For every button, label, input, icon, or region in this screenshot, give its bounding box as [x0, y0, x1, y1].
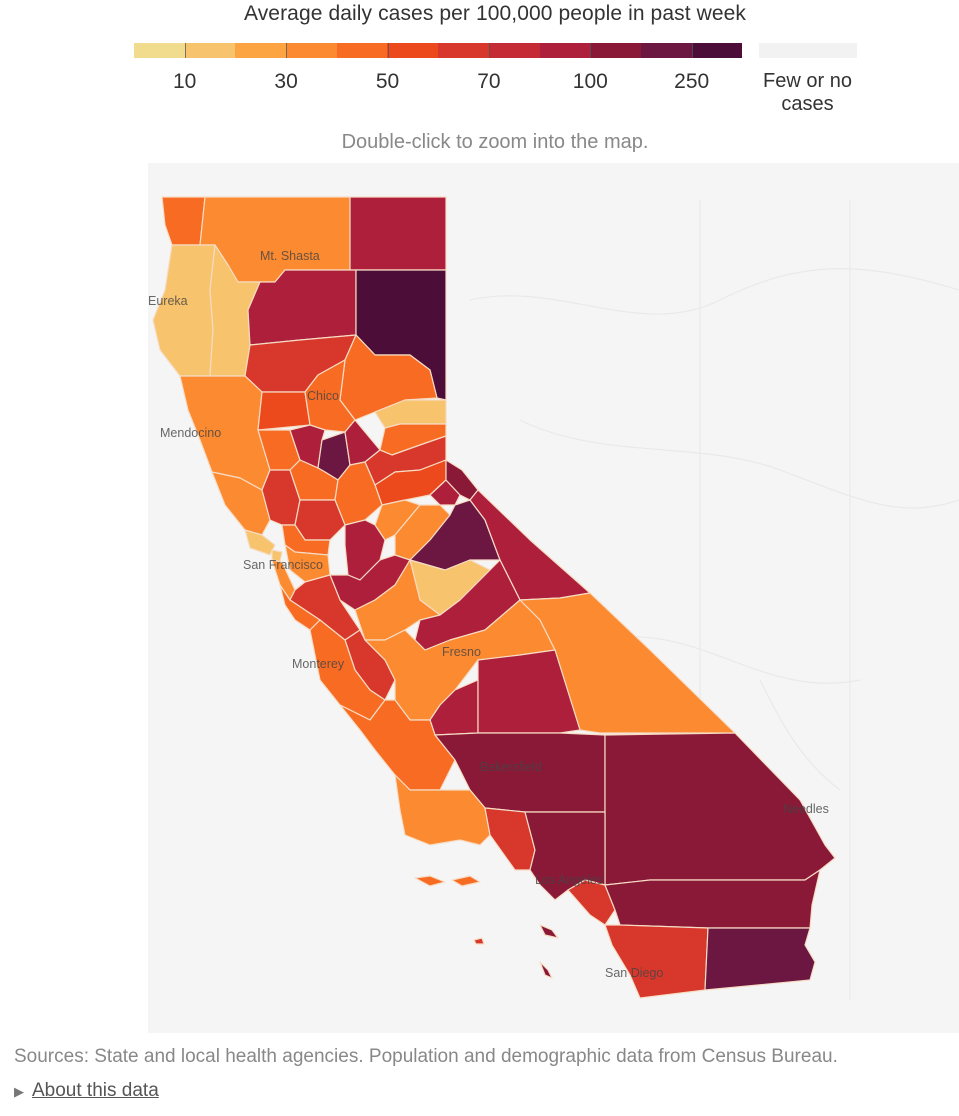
- about-this-data-link[interactable]: About this data: [32, 1080, 159, 1101]
- legend-tick-label: 30: [274, 70, 298, 93]
- legend-tick: [387, 43, 389, 58]
- city-label-san-francisco: San Francisco: [243, 558, 323, 572]
- island-channel-2: [451, 875, 481, 887]
- legend-tick-label: 10: [173, 70, 197, 93]
- county-riverside: [604, 869, 821, 929]
- county-tulare: [477, 649, 581, 734]
- zoom-hint: Double-click to zoom into the map.: [341, 131, 649, 153]
- island-channel-1: [414, 875, 446, 887]
- city-label-fresno: Fresno: [442, 645, 481, 659]
- legend-tick: [286, 43, 288, 58]
- legend-swatch: [184, 43, 236, 58]
- legend-title: Average daily cases per 100,000 people i…: [243, 2, 747, 25]
- no-cases-swatch: [759, 43, 857, 58]
- legend-color-scale: [134, 43, 743, 58]
- legend-ticks: 10 30 50 70 100 250: [134, 43, 742, 113]
- county-inyo: [519, 592, 736, 734]
- legend-tick: [691, 43, 693, 58]
- city-label-san-diego: San Diego: [605, 966, 663, 980]
- city-labels: Mt. Shasta Eureka Chico Mendocino San Fr…: [148, 249, 829, 980]
- legend-swatch: [134, 43, 185, 58]
- city-label-chico: Chico: [307, 389, 339, 403]
- legend-swatch: [387, 43, 439, 58]
- legend-swatch: [336, 43, 388, 58]
- legend-swatch: [286, 43, 337, 58]
- city-label-mt-shasta: Mt. Shasta: [260, 249, 320, 263]
- legend-swatch: [488, 43, 540, 58]
- about-this-data-toggle[interactable]: ▶ About this data: [14, 1080, 159, 1102]
- island-small: [473, 937, 485, 945]
- county-imperial: [704, 927, 816, 991]
- legend-swatch: [438, 43, 489, 58]
- county-modoc: [349, 196, 447, 271]
- no-cases-label: Few or no cases: [763, 70, 852, 115]
- legend-tick: [184, 43, 186, 58]
- city-label-los-angeles: Los Angeles: [535, 873, 603, 887]
- county-alpine: [429, 479, 461, 506]
- legend-tick-label: 50: [375, 70, 400, 93]
- county-shapes: [152, 196, 836, 999]
- legend-swatch: [539, 43, 591, 58]
- disclosure-triangle-icon: ▶: [14, 1084, 24, 1099]
- city-label-bakersfield: Bakersfield: [480, 760, 542, 774]
- county-sonoma: [211, 471, 271, 536]
- island-san-clemente: [539, 961, 553, 979]
- county-los-angeles: [524, 811, 606, 901]
- california-map[interactable]: Mt. Shasta Eureka Chico Mendocino San Fr…: [0, 163, 959, 1033]
- city-label-mendocino: Mendocino: [160, 426, 221, 440]
- county-san-diego: [604, 924, 709, 999]
- legend-tick-label: 70: [477, 70, 501, 93]
- island-catalina: [539, 924, 559, 939]
- county-santa-barbara: [394, 774, 491, 846]
- county-glenn: [257, 391, 311, 431]
- legend-swatch: [235, 43, 287, 58]
- legend-tick-label: 100: [572, 70, 608, 93]
- legend-tick: [488, 43, 490, 58]
- legend-swatch: [590, 43, 641, 58]
- legend-swatch: [640, 43, 692, 58]
- neighbor-roads: [469, 200, 959, 1000]
- city-label-needles: Needles: [783, 802, 829, 816]
- legend-tick: [590, 43, 592, 58]
- legend-tick-label: 250: [674, 70, 710, 93]
- legend-swatch: [691, 43, 743, 58]
- city-label-eureka: Eureka: [148, 294, 188, 308]
- sources-note: Sources: State and local health agencies…: [14, 1046, 838, 1067]
- city-label-monterey: Monterey: [292, 657, 345, 671]
